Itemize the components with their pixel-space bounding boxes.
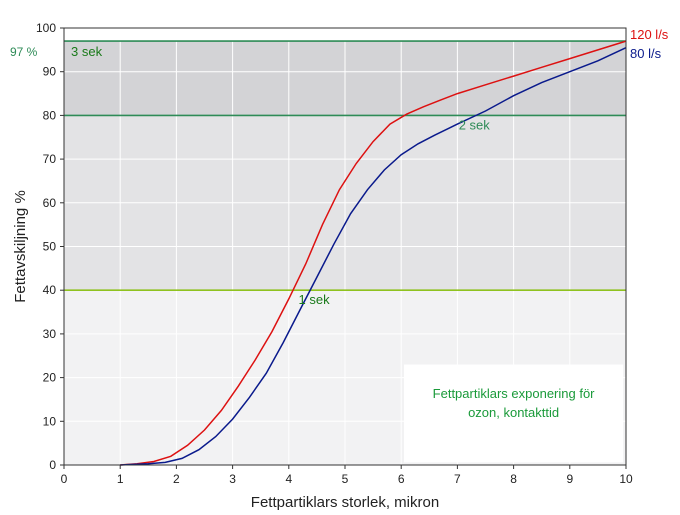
x-axis-title: Fettpartiklars storlek, mikron xyxy=(251,494,439,511)
y-tick-label-0: 0 xyxy=(49,458,56,472)
annotation-line-1: Fettpartiklars exponering för xyxy=(433,386,596,401)
y-tick-label-70: 70 xyxy=(43,152,57,166)
y-tick-label-30: 30 xyxy=(43,327,57,341)
x-tick-label-0: 0 xyxy=(61,472,68,486)
x-tick-label-2: 2 xyxy=(173,472,180,486)
threshold-left-label: 97 % xyxy=(10,45,38,59)
series-label-80-l-s: 80 l/s xyxy=(630,46,662,61)
annotation-box xyxy=(404,364,624,463)
x-tick-label-4: 4 xyxy=(285,472,292,486)
y-tick-label-60: 60 xyxy=(43,196,57,210)
series-line-120-l-s xyxy=(120,40,627,466)
x-tick-label-9: 9 xyxy=(566,472,573,486)
series-lines xyxy=(120,40,627,466)
axes xyxy=(60,27,627,469)
series-label-120-l-s: 120 l/s xyxy=(630,27,669,42)
series-line-80-l-s xyxy=(120,47,627,466)
y-tick-label-100: 100 xyxy=(36,21,56,35)
y-tick-label-50: 50 xyxy=(43,240,57,254)
y-axis-title: Fettavskiljning % xyxy=(12,190,29,303)
threshold-label-1-sek: 1 sek xyxy=(299,292,331,307)
x-tick-label-7: 7 xyxy=(454,472,461,486)
x-tick-label-3: 3 xyxy=(229,472,236,486)
y-tick-label-40: 40 xyxy=(43,283,57,297)
threshold-label-3-sek: 3 sek xyxy=(71,44,103,59)
series-and-threshold-labels: 97 % 3 sek 2 sek 1 sek 120 l/s 80 l/s xyxy=(10,27,669,307)
threshold-label-2-sek: 2 sek xyxy=(459,117,491,132)
x-tick-label-10: 10 xyxy=(619,472,633,486)
y-tick-label-20: 20 xyxy=(43,371,57,385)
y-tick-label-10: 10 xyxy=(43,414,57,428)
x-tick-label-1: 1 xyxy=(117,472,124,486)
y-tick-label-80: 80 xyxy=(43,108,57,122)
y-tick-label-90: 90 xyxy=(43,65,57,79)
x-tick-label-5: 5 xyxy=(342,472,349,486)
x-tick-label-6: 6 xyxy=(398,472,405,486)
x-tick-label-8: 8 xyxy=(510,472,517,486)
threshold-lines xyxy=(64,40,626,292)
annotation-line-2: ozon, kontakttid xyxy=(468,405,559,420)
